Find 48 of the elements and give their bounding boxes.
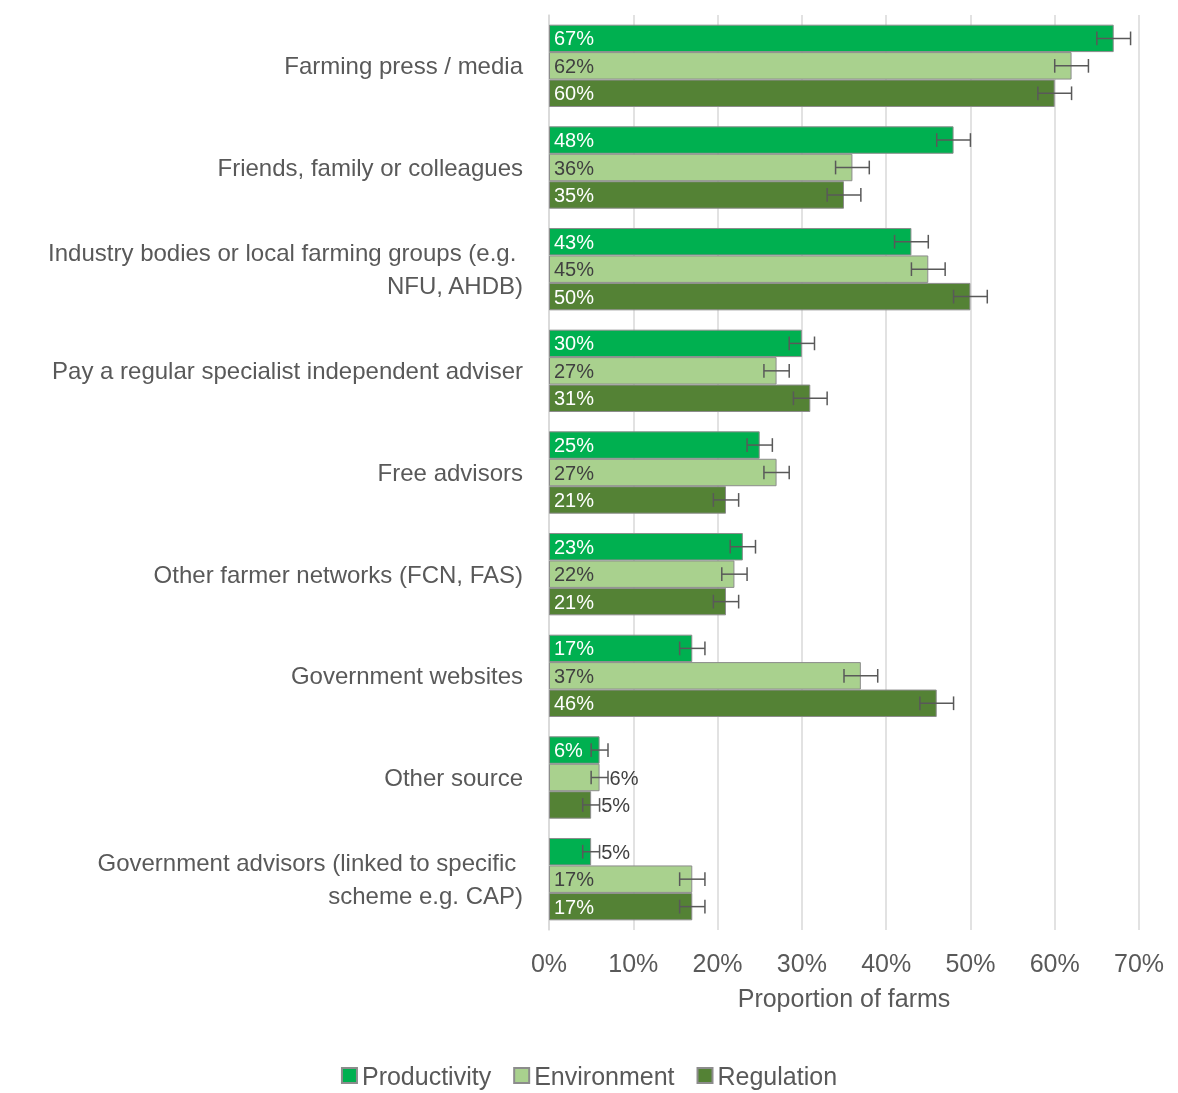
y-tick-label: Friends, family or colleagues (217, 154, 523, 181)
data-label: 25% (554, 434, 595, 457)
data-label: 48% (554, 129, 595, 152)
data-label: 46% (554, 692, 595, 715)
data-label: 6% (609, 766, 639, 789)
data-label: 37% (554, 664, 595, 687)
data-label: 5% (601, 840, 631, 863)
data-label: 43% (554, 230, 595, 253)
data-label: 62% (554, 54, 595, 77)
x-tick-label: 10% (608, 948, 659, 977)
data-label: 27% (554, 461, 595, 484)
y-tick-label: Free advisors (377, 459, 523, 486)
y-tick-label: Government websites (290, 662, 523, 690)
data-label: 6% (554, 739, 584, 762)
x-tick-label: 20% (692, 948, 743, 977)
data-label: 17% (554, 637, 595, 660)
data-label: 60% (554, 82, 595, 105)
data-label: 21% (554, 488, 595, 511)
data-label: 23% (554, 535, 595, 558)
y-tick-label: Government advisors (linked to specific scheme e.g. CAP) (97, 849, 523, 910)
legend-label: Regulation (717, 1061, 838, 1090)
legend-label: Environment (534, 1061, 675, 1090)
data-label: 22% (554, 563, 595, 586)
data-label: 5% (601, 793, 631, 816)
data-label: 36% (554, 156, 595, 179)
x-tick-label: 40% (861, 948, 912, 977)
x-tick-label: 50% (945, 948, 996, 977)
legend-label: Productivity (361, 1061, 492, 1090)
y-tick-label: Other farmer networks (FCN, FAS) (153, 560, 523, 588)
y-tick-label: Other source (384, 764, 523, 791)
data-label: 50% (554, 285, 595, 308)
data-label: 67% (554, 27, 595, 50)
data-label: 31% (554, 387, 595, 410)
data-label: 45% (554, 258, 595, 281)
x-tick-label: 70% (1113, 948, 1165, 977)
x-tick-label: 30% (776, 948, 827, 977)
data-label: 27% (554, 359, 595, 382)
data-label: 17% (554, 868, 595, 891)
data-label: 17% (554, 895, 595, 918)
data-label: 30% (554, 332, 595, 355)
y-tick-label: Industry bodies or local farming groups (e.g. NFU, AHDB) (48, 239, 523, 300)
x-tick-label: 60% (1029, 948, 1080, 977)
data-label: 21% (554, 590, 595, 613)
x-axis-title: Proportion of farms (737, 983, 951, 1012)
y-tick-label: Pay a regular specialist independent adviser (52, 357, 524, 385)
y-tick-label: Farming press / media (284, 52, 524, 80)
data-label: 35% (554, 183, 595, 206)
x-tick-label: 0% (530, 948, 568, 977)
